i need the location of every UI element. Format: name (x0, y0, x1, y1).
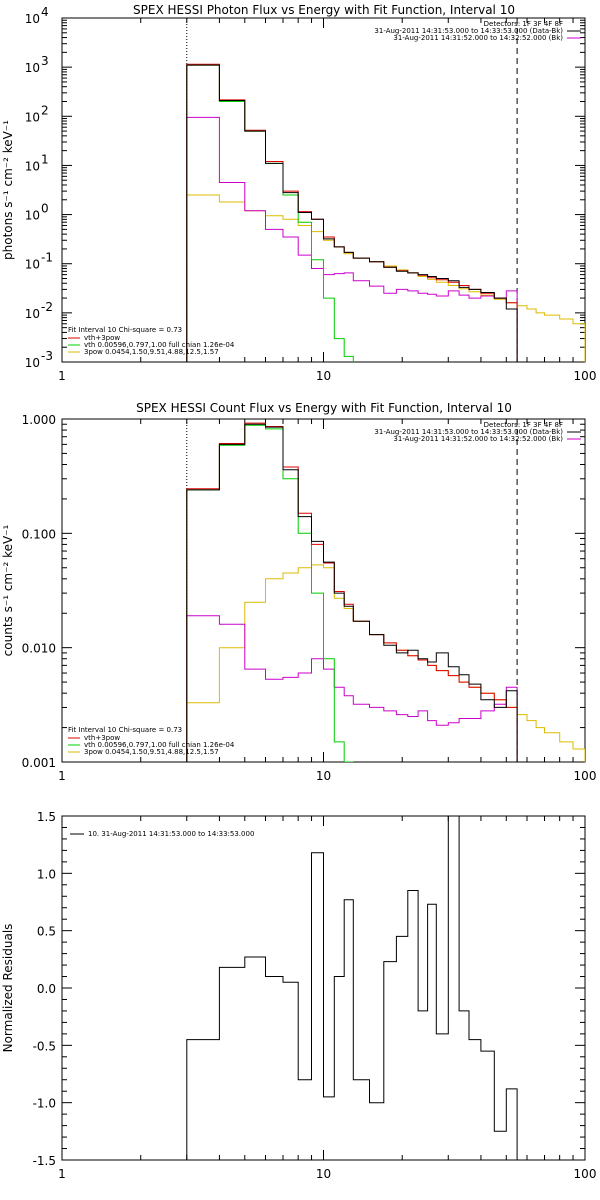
header-line: 31-Aug-2011 14:31:52.000 to 14:32:52.000… (393, 435, 563, 443)
legend-label: vth+3pow (84, 334, 120, 342)
legend-title: Fit Interval 10 Chi-square = 0.73 (68, 326, 182, 334)
residuals-panel: 1 10 100 -1.5 -1.0 -0.5 0.0 0.5 1.0 1.5 Normalized… (1, 810, 596, 1181)
header-line: 31-Aug-2011 14:31:53.000 to 14:33:53.000… (374, 27, 563, 35)
header-line: 31-Aug-2011 14:31:52.000 to 14:32:52.000… (393, 34, 563, 42)
legend-label: 3pow 0.0454,1.50,9.51,4.88,12.5,1.57 (84, 348, 219, 356)
plot-frame (61, 17, 586, 363)
legend-label: vth+3pow (84, 734, 120, 742)
y-tick-exponent: 2 (41, 103, 49, 117)
y-tick-label: 1.0 (37, 867, 56, 881)
x-tick-label: 10 (316, 769, 331, 783)
header-line: 31-Aug-2011 14:31:53.000 to 14:33:53.000… (374, 428, 563, 436)
y-axis-label: Normalized Residuals (1, 924, 15, 1053)
y-tick-label: 10 (25, 110, 40, 124)
x-tick-label: 100 (574, 369, 597, 383)
y-tick-exponent: -3 (41, 349, 53, 363)
series-0-histogram (186, 423, 518, 762)
y-tick-exponent: 4 (41, 5, 49, 19)
count-flux-panel: SPEX HESSI Count Flux vs Energy with Fit… (1, 401, 596, 783)
series-2-histogram (186, 64, 354, 362)
legend-label: 3pow 0.0454,1.50,9.51,4.88,12.5,1.57 (84, 748, 219, 756)
y-tick-label: 10 (25, 356, 40, 370)
y-axis-label: photons s⁻¹ cm⁻² keV⁻¹ (1, 120, 15, 260)
header-line: Detectors: 1F 3F 4F 8F (484, 20, 563, 28)
y-tick-label: 1.5 (37, 810, 56, 824)
series-4-histogram (186, 615, 518, 762)
y-tick-label: 0.100 (22, 527, 56, 541)
y-tick-label: -0.5 (33, 1039, 56, 1053)
y-tick-exponent: -1 (41, 251, 53, 265)
y-tick-label: 10 (25, 258, 40, 272)
photon-flux-panel: SPEX HESSI Photon Flux vs Energy with Fi… (1, 3, 596, 383)
y-tick-label: 0.010 (22, 642, 56, 656)
y-tick-exponent: -2 (41, 300, 53, 314)
y-tick-label: 10 (25, 12, 40, 26)
series-4-histogram (186, 116, 518, 362)
x-tick-label: 10 (316, 369, 331, 383)
y-tick-label: 0.0 (37, 982, 56, 996)
x-tick-label: 1 (58, 1167, 66, 1181)
series-0-histogram (186, 816, 518, 1160)
legend-title: Fit Interval 10 Chi-square = 0.73 (68, 726, 182, 734)
x-tick-label: 1 (58, 369, 66, 383)
series-0-histogram (186, 64, 518, 362)
photon-panel-title: SPEX HESSI Photon Flux vs Energy with Fi… (133, 3, 515, 17)
y-axis-label: counts s⁻¹ cm⁻² keV⁻¹ (1, 524, 15, 656)
y-tick-label: 0.001 (22, 756, 56, 770)
series-1-histogram (186, 63, 518, 362)
x-tick-label: 1 (58, 769, 66, 783)
y-tick-exponent: 3 (41, 54, 49, 68)
legend-label: vth 0.00596,0.797,1.00 full chian 1.26e-… (84, 341, 235, 349)
series-2-histogram (186, 424, 354, 762)
y-tick-label: 10 (25, 209, 40, 223)
series-3-histogram (186, 194, 585, 362)
y-tick-exponent: 1 (41, 152, 49, 166)
plot-frame (61, 418, 586, 763)
x-tick-label: 10 (316, 1167, 331, 1181)
count-panel-title: SPEX HESSI Count Flux vs Energy with Fit… (136, 401, 512, 415)
legend-label: vth 0.00596,0.797,1.00 full chian 1.26e-… (84, 741, 235, 749)
y-tick-label: 10 (25, 159, 40, 173)
x-tick-label: 100 (574, 1167, 597, 1181)
y-tick-label: -1.0 (33, 1097, 56, 1111)
y-tick-label: 10 (25, 61, 40, 75)
series-3-histogram (186, 564, 585, 762)
y-tick-label: 1.000 (22, 413, 56, 427)
series-1-histogram (186, 422, 518, 762)
x-tick-label: 100 (574, 769, 597, 783)
y-tick-label: 0.5 (37, 925, 56, 939)
y-tick-exponent: 0 (41, 202, 49, 216)
header-line: Detectors: 1F 3F 4F 8F (484, 421, 563, 429)
legend-label: 10. 31-Aug-2011 14:31:53.000 to 14:33:53… (88, 830, 254, 838)
y-tick-label: -1.5 (33, 1154, 56, 1168)
y-tick-label: 10 (25, 307, 40, 321)
